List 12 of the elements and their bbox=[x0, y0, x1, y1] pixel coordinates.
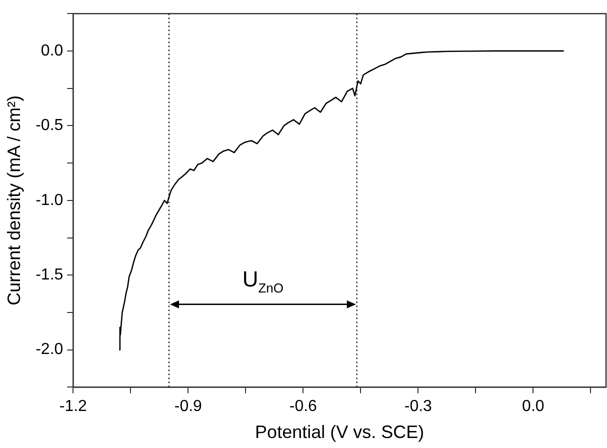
x-tick-label: 0.0 bbox=[522, 398, 544, 416]
x-tick-label: -0.9 bbox=[174, 398, 202, 416]
y-tick-label: 0.0 bbox=[40, 42, 64, 60]
y-tick-label: -2.0 bbox=[36, 341, 64, 358]
y-tick-label: -1.5 bbox=[36, 266, 64, 284]
x-tick-label: -1.2 bbox=[59, 398, 88, 416]
x-axis-title: Potential (V vs. SCE) bbox=[255, 422, 424, 442]
y-tick-label: -1.0 bbox=[36, 192, 64, 209]
x-tick-label: -0.6 bbox=[289, 398, 318, 416]
y-axis-title: Current density (mA / cm²) bbox=[4, 95, 24, 306]
x-tick-label: -0.3 bbox=[404, 398, 432, 416]
y-tick-label: -0.5 bbox=[36, 117, 64, 134]
